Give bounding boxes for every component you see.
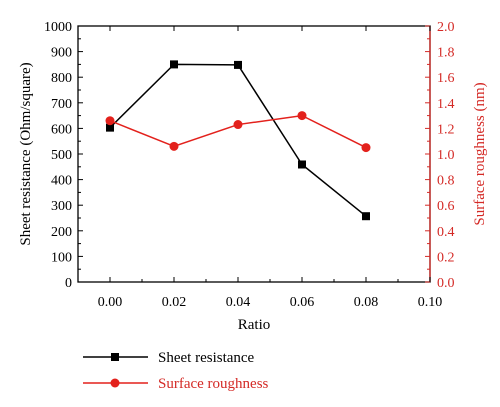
right-axis-tick-label: 1.6 — [437, 71, 455, 86]
left-axis-tick-label: 800 — [51, 71, 72, 86]
left-axis-tick-label: 200 — [51, 225, 72, 240]
data-point-sheet-resistance — [362, 212, 370, 221]
left-axis-tick-label: 100 — [51, 250, 72, 265]
left-axis-tick-label: 0 — [65, 276, 72, 291]
legend-marker-sheet-resistance — [111, 353, 119, 361]
right-axis-tick-label: 1.8 — [437, 46, 455, 61]
right-axis-tick-label: 0.4 — [437, 225, 455, 240]
left-axis-tick-label: 1000 — [44, 20, 72, 35]
data-point-sheet-resistance — [106, 123, 114, 132]
x-axis-tick-label: 0.04 — [226, 295, 251, 310]
data-point-sheet-resistance — [298, 160, 306, 169]
left-axis-tick-label: 600 — [51, 122, 72, 137]
legend-label-sheet-resistance: Sheet resistance — [158, 350, 255, 366]
right-axis-tick-label: 1.0 — [437, 148, 455, 163]
right-axis-tick-label: 0.8 — [437, 174, 455, 189]
left-axis-tick-label: 500 — [51, 148, 72, 163]
x-axis-title: Ratio — [238, 317, 271, 333]
y-axis-right-title: Surface roughness (nm) — [472, 82, 488, 225]
x-axis-tick-label: 0.08 — [354, 295, 379, 310]
data-point-surface-roughness — [233, 120, 243, 130]
x-axis-tick-label: 0.10 — [418, 295, 443, 310]
left-axis-tick-label: 300 — [51, 199, 72, 214]
x-axis-tick-label: 0.02 — [162, 295, 187, 310]
right-axis-tick-label: 1.4 — [437, 97, 455, 112]
data-point-surface-roughness — [361, 143, 371, 153]
data-point-sheet-resistance — [234, 60, 242, 69]
data-point-sheet-resistance — [170, 60, 178, 69]
series-line-sheet-resistance — [109, 63, 367, 217]
left-axis-tick-label: 900 — [51, 46, 72, 61]
legend-label-surface-roughness: Surface roughness — [158, 376, 269, 392]
x-axis-tick-label: 0.00 — [98, 295, 123, 310]
right-axis-tick-label: 0.6 — [437, 199, 455, 214]
data-point-surface-roughness — [169, 141, 179, 151]
right-axis-tick-label: 0.0 — [437, 276, 455, 291]
plot-frame — [77, 25, 431, 283]
y-axis-left-title: Sheet resistance (Ohm/square) — [18, 62, 34, 245]
left-axis-tick-label: 400 — [51, 174, 72, 189]
right-axis-tick-label: 0.2 — [437, 250, 455, 265]
legend: Sheet resistance Surface roughness — [83, 350, 269, 392]
x-axis-tick-label: 0.06 — [290, 295, 315, 310]
data-point-surface-roughness — [297, 111, 307, 121]
right-axis-tick-label: 2.0 — [437, 20, 455, 35]
data-point-surface-roughness — [105, 116, 115, 126]
right-axis-tick-label: 1.2 — [437, 122, 455, 137]
left-axis-tick-label: 700 — [51, 97, 72, 112]
legend-marker-surface-roughness — [110, 378, 120, 388]
